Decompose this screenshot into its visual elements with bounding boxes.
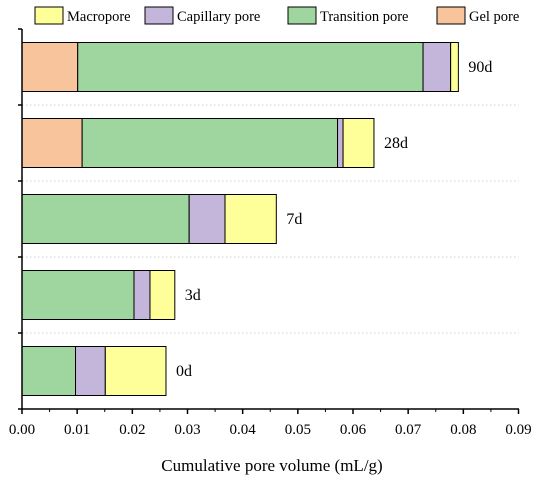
- x-tick-label: 0.05: [285, 422, 311, 438]
- bar-segment-capillary-pore: [75, 346, 106, 396]
- bar-segment-macropore: [224, 194, 277, 244]
- bar-segment-transition-pore: [77, 42, 424, 92]
- bar-segment-transition-pore: [21, 346, 77, 396]
- bar-segment-capillary-pore: [133, 270, 151, 320]
- legend-label: Capillary pore: [177, 9, 260, 25]
- bar-segment-capillary-pore: [337, 118, 344, 168]
- bar-segment-capillary-pore: [422, 42, 452, 92]
- bar-labels: 90d 28d 7d 3d 0d: [176, 59, 492, 380]
- bars: [21, 42, 459, 396]
- bar-label: 28d: [384, 135, 408, 152]
- legend-swatch-macropore: [34, 6, 64, 25]
- x-tick-label: 0.02: [119, 422, 145, 438]
- bar-segment-transition-pore: [21, 194, 190, 244]
- x-tick-label: 0.08: [450, 422, 476, 438]
- bar-segment-capillary-pore: [188, 194, 226, 244]
- x-tick-label: 0.03: [174, 422, 200, 438]
- bar-label: 90d: [468, 59, 492, 76]
- legend: Macropore Capillary pore Transition pore Ge…: [34, 6, 519, 25]
- x-ticks: 0.00 0.01 0.02 0.03 0.04 0.05 0.06 0.07 0.08 0.09: [9, 409, 532, 438]
- legend-label: Macropore: [67, 9, 131, 25]
- bar-segment-gel-pore: [21, 42, 79, 92]
- x-tick-label: 0.00: [9, 422, 35, 438]
- bar-segment-transition-pore: [81, 118, 339, 168]
- legend-swatch-gel-pore: [436, 6, 466, 25]
- x-tick-label: 0.09: [505, 422, 531, 438]
- bar-segment-macropore: [149, 270, 176, 320]
- legend-label: Transition pore: [320, 9, 408, 25]
- bar-segment-gel-pore: [21, 118, 83, 168]
- x-axis-title: Cumulative pore volume (mL/g): [161, 456, 382, 475]
- x-tick-label: 0.01: [64, 422, 90, 438]
- gridlines: [22, 104, 519, 334]
- legend-swatch-transition-pore: [287, 6, 317, 25]
- bar-label: 0d: [176, 363, 192, 380]
- legend-swatch-capillary-pore: [144, 6, 174, 25]
- bar-segment-transition-pore: [21, 270, 135, 320]
- legend-label: Gel pore: [469, 9, 519, 25]
- bar-segment-macropore: [450, 42, 459, 92]
- bar-segment-macropore: [104, 346, 167, 396]
- bar-label: 7d: [286, 211, 302, 228]
- bar-segment-macropore: [342, 118, 375, 168]
- x-tick-label: 0.06: [340, 422, 367, 438]
- bar-label: 3d: [185, 287, 201, 304]
- x-tick-label: 0.04: [230, 422, 257, 438]
- x-tick-label: 0.07: [395, 422, 422, 438]
